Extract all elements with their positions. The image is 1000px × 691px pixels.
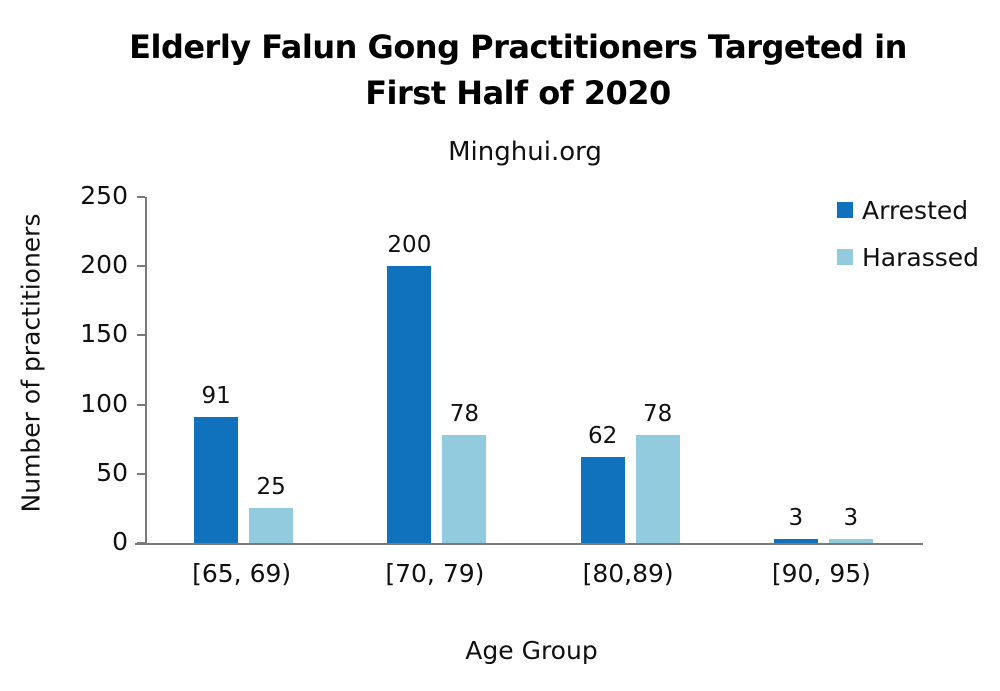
chart-title-line2: First Half of 2020 bbox=[365, 74, 671, 112]
x-axis-line bbox=[135, 543, 923, 545]
bar-harassed bbox=[828, 538, 873, 543]
chart-subtitle: Minghui.org bbox=[448, 137, 602, 167]
bar-value-label: 78 bbox=[449, 401, 480, 428]
y-axis-title: Number of practitioners bbox=[16, 213, 46, 513]
bar-arrested bbox=[580, 457, 625, 543]
x-tick-label: [90, 95) bbox=[771, 559, 871, 588]
legend: Arrested Harassed bbox=[837, 195, 980, 292]
y-tick-mark bbox=[137, 196, 145, 198]
y-tick-label: 250 bbox=[80, 181, 128, 210]
bar-value-label: 200 bbox=[387, 232, 432, 259]
chart-title-line1: Elderly Falun Gong Practitioners Targete… bbox=[129, 28, 907, 66]
bar-value-label: 3 bbox=[788, 504, 804, 531]
legend-entry-harassed: Harassed bbox=[837, 242, 980, 272]
bar-value-label: 25 bbox=[256, 474, 286, 501]
legend-label-arrested: Arrested bbox=[862, 195, 969, 225]
chart-title: Elderly Falun Gong Practitioners Targete… bbox=[0, 24, 1000, 116]
legend-entry-arrested: Arrested bbox=[837, 195, 979, 225]
y-tick-label: 50 bbox=[96, 457, 128, 487]
bar-harassed bbox=[635, 435, 680, 543]
x-axis-title: Age Group bbox=[465, 636, 598, 665]
y-tick-label: 0 bbox=[112, 527, 128, 556]
arrested-swatch-icon bbox=[837, 202, 853, 218]
y-tick-mark bbox=[137, 472, 145, 475]
x-tick-label: [70, 79) bbox=[385, 559, 485, 588]
bar-arrested bbox=[387, 266, 432, 543]
y-tick-mark bbox=[137, 403, 145, 406]
bar-value-label: 78 bbox=[642, 401, 673, 428]
bar-arrested bbox=[773, 538, 818, 543]
plot-area: 91 25 200 78 62 78 3 3 bbox=[145, 197, 920, 543]
bar-harassed bbox=[249, 508, 294, 543]
bar-value-label: 3 bbox=[843, 504, 859, 531]
y-tick-label: 150 bbox=[80, 319, 128, 349]
harassed-swatch-icon bbox=[837, 249, 853, 265]
bar-arrested bbox=[194, 417, 239, 543]
y-tick-label: 100 bbox=[80, 388, 128, 418]
bar-harassed bbox=[442, 435, 487, 543]
bar-value-label: 62 bbox=[587, 423, 618, 450]
x-tick-label: [65, 69) bbox=[192, 559, 292, 588]
y-tick-mark bbox=[137, 542, 145, 544]
bar-value-label: 91 bbox=[201, 383, 231, 410]
y-tick-label: 200 bbox=[80, 250, 128, 280]
x-tick-label: [80,89) bbox=[582, 559, 674, 588]
y-tick-mark bbox=[137, 265, 145, 268]
legend-label-harassed: Harassed bbox=[862, 242, 980, 272]
y-tick-mark bbox=[137, 334, 145, 337]
